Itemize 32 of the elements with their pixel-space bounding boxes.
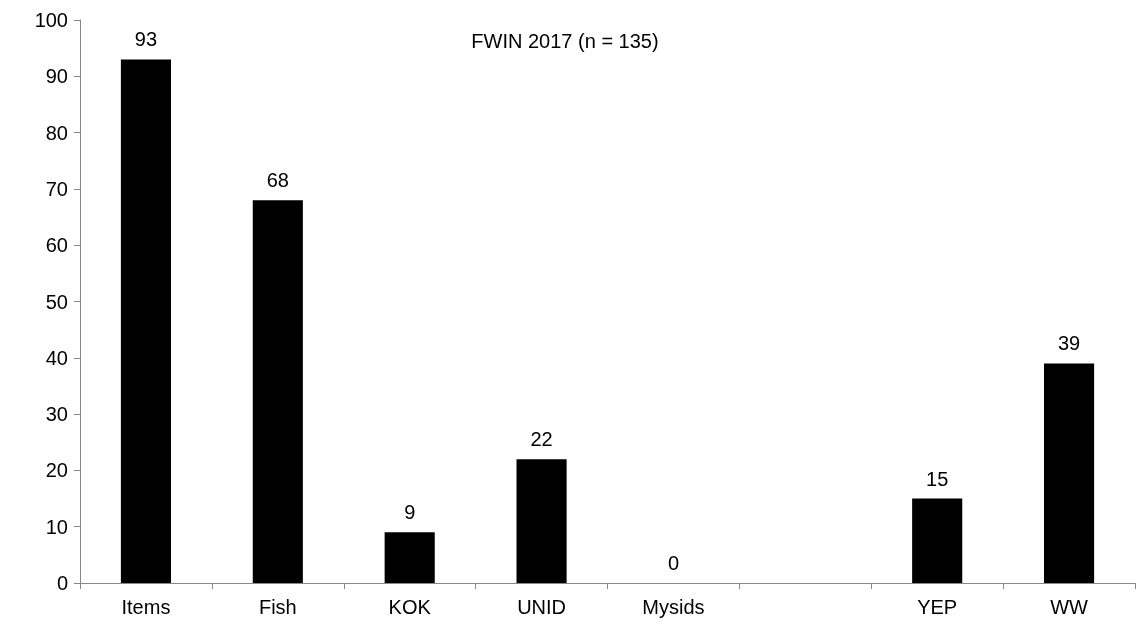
bar xyxy=(516,459,567,583)
y-tick-label: 20 xyxy=(45,459,68,482)
bar xyxy=(1044,363,1095,583)
y-tick-label: 40 xyxy=(45,346,68,369)
x-tick-label: Mysids xyxy=(642,596,705,618)
x-tick-label: Items xyxy=(121,596,171,618)
data-label: 22 xyxy=(530,428,553,451)
y-tick-label: 90 xyxy=(45,65,68,88)
bar xyxy=(252,200,303,583)
y-tick-label: 70 xyxy=(45,177,68,200)
y-tick-label: 30 xyxy=(45,403,68,426)
data-label: 0 xyxy=(667,552,679,574)
x-tick-label: WW xyxy=(1050,596,1089,618)
y-tick-label: 100 xyxy=(34,9,68,31)
bar xyxy=(912,498,963,583)
y-tick-label: 50 xyxy=(45,290,68,313)
y-tick-label: 0 xyxy=(56,572,68,594)
bar xyxy=(384,532,435,583)
data-label: 39 xyxy=(1057,332,1081,355)
x-tick-label: Fish xyxy=(258,596,297,618)
data-label: 68 xyxy=(266,169,289,192)
bar xyxy=(120,59,171,583)
data-label: 15 xyxy=(926,467,949,490)
data-label: 9 xyxy=(404,501,416,524)
text: FWIN 2017 (n = 135) xyxy=(471,30,659,52)
y-tick-label: 80 xyxy=(45,121,68,144)
y-tick-label: 10 xyxy=(45,515,68,538)
data-label: 93 xyxy=(134,28,158,51)
y-tick-label: 60 xyxy=(45,234,68,257)
x-tick-label: UNID xyxy=(517,596,567,618)
x-tick-label: KOK xyxy=(388,596,432,618)
x-tick-label: YEP xyxy=(917,596,958,618)
